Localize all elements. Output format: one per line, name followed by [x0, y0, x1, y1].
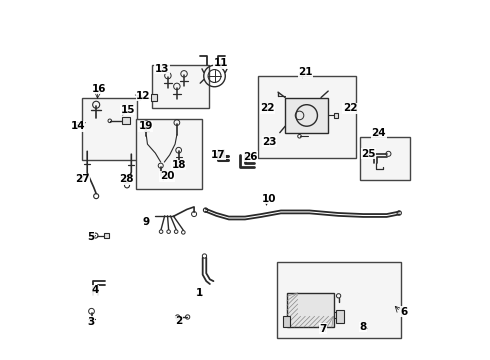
- Text: 17: 17: [211, 150, 225, 160]
- Text: 23: 23: [262, 137, 277, 147]
- Text: 2: 2: [175, 316, 183, 326]
- Bar: [82, 98, 137, 160]
- Bar: [337, 310, 343, 323]
- Text: 4: 4: [92, 285, 99, 295]
- Text: 22: 22: [343, 103, 357, 113]
- Text: 8: 8: [360, 322, 367, 332]
- Text: 20: 20: [160, 171, 174, 181]
- Text: 28: 28: [119, 174, 133, 184]
- Text: 5: 5: [87, 232, 95, 242]
- Bar: [122, 117, 130, 125]
- Bar: [283, 316, 290, 327]
- Bar: [285, 98, 328, 134]
- Text: 25: 25: [362, 149, 376, 159]
- Text: 22: 22: [260, 103, 275, 113]
- Bar: [151, 94, 157, 101]
- Text: 1: 1: [196, 288, 203, 298]
- Text: 13: 13: [155, 64, 169, 74]
- Bar: [258, 76, 356, 158]
- Text: 9: 9: [142, 217, 149, 227]
- Text: 19: 19: [139, 121, 153, 131]
- Text: 26: 26: [243, 152, 258, 162]
- Bar: [334, 113, 338, 118]
- Bar: [277, 262, 401, 338]
- Text: 6: 6: [400, 307, 408, 316]
- Bar: [360, 137, 410, 180]
- Text: 27: 27: [74, 174, 89, 184]
- Bar: [287, 293, 334, 327]
- Text: 3: 3: [87, 317, 95, 327]
- Bar: [152, 65, 209, 108]
- Text: 18: 18: [172, 160, 186, 170]
- Text: 7: 7: [319, 324, 327, 334]
- Bar: [136, 119, 202, 189]
- Text: 10: 10: [262, 194, 277, 204]
- Text: 14: 14: [71, 121, 85, 131]
- Bar: [104, 233, 109, 238]
- Text: 24: 24: [371, 129, 386, 138]
- Text: 11: 11: [214, 58, 228, 68]
- Text: 16: 16: [92, 84, 106, 94]
- Text: 12: 12: [136, 91, 150, 101]
- Text: 21: 21: [298, 67, 313, 77]
- Text: 15: 15: [121, 105, 135, 115]
